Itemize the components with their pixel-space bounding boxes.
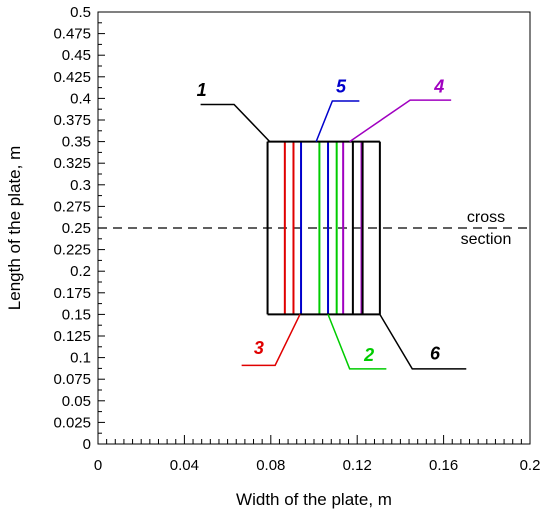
callout-4-leader [349,99,452,143]
callout-5-leader [315,100,360,142]
y-tick-label: 0.2 [70,263,91,280]
y-tick-label: 0.025 [53,414,91,431]
callout-2-leader [327,314,387,370]
y-tick-label: 0.25 [62,220,91,237]
y-tick-label: 0.475 [53,26,91,43]
y-tick-label: 0.05 [62,393,91,410]
y-tick-label: 0.425 [53,69,91,86]
y-tick-label: 0.1 [70,350,91,367]
cross-section-label-line2: section [461,231,512,248]
callout-5-label: 5 [336,76,347,96]
cross-section-label-line1: cross [467,209,505,226]
callout-3-leader [241,314,301,367]
callout-6-leader [379,314,467,370]
y-tick-label: 0.45 [62,47,91,64]
x-tick-label: 0.12 [343,457,372,474]
y-tick-label: 0.5 [70,4,91,21]
callout-6-label: 6 [430,343,441,363]
callout-2-label: 2 [363,345,374,365]
callout-1-leader [200,103,271,143]
callout-1-label: 1 [197,80,207,100]
x-tick-label: 0.16 [429,457,458,474]
y-tick-label: 0.15 [62,306,91,323]
x-tick-label: 0 [94,457,102,474]
y-tick-label: 0.325 [53,155,91,172]
y-tick-label: 0.3 [70,177,91,194]
y-tick-label: 0.125 [53,328,91,345]
y-axis-title: Length of the plate, m [5,146,24,310]
x-tick-label: 0.04 [170,457,199,474]
y-tick-label: 0.075 [53,371,91,388]
y-tick-label: 0.375 [53,112,91,129]
x-tick-label: 0.2 [520,457,541,474]
x-axis-title: Width of the plate, m [236,490,392,509]
axes: 00.0250.050.0750.10.1250.150.1750.20.225… [53,4,540,474]
y-tick-label: 0.35 [62,134,91,151]
callout-4-label: 4 [433,76,444,96]
y-tick-label: 0.4 [70,90,91,107]
callout-3-label: 3 [254,338,264,358]
plot-area: 1 5 4 3 2 6 [98,76,530,370]
y-tick-label: 0 [83,436,91,453]
y-tick-label: 0.175 [53,285,91,302]
x-tick-label: 0.08 [256,457,285,474]
y-tick-label: 0.225 [53,242,91,259]
y-tick-label: 0.275 [53,198,91,215]
